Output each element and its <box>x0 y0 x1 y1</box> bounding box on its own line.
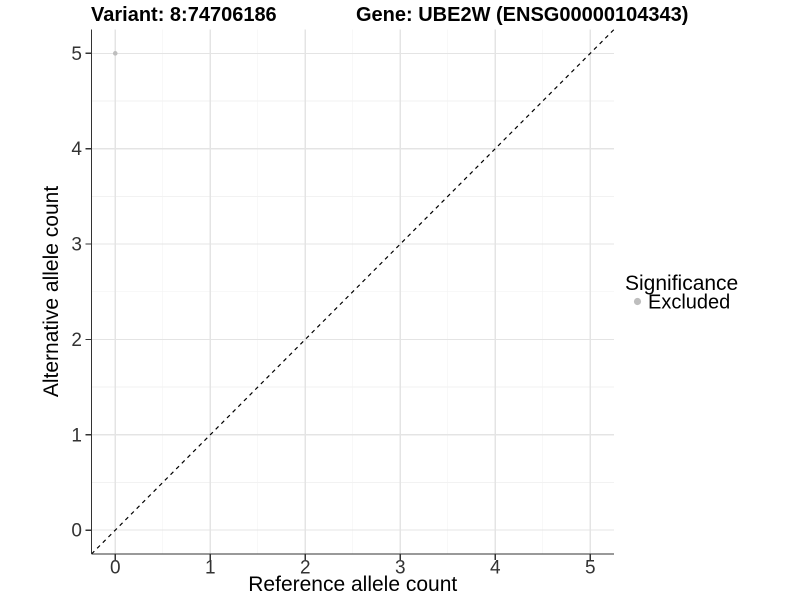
x-tick-label: 2 <box>300 558 311 579</box>
plot-title-variant: Variant: 8:74706186 <box>91 4 277 26</box>
y-tick-label: 0 <box>71 521 82 542</box>
x-tick-label: 3 <box>395 558 406 579</box>
major-gridlines <box>91 29 614 554</box>
plot-title-gene: Gene: UBE2W (ENSG00000104343) <box>356 4 688 26</box>
x-axis-title: Reference allele count <box>248 573 457 596</box>
y-tick-label: 4 <box>71 139 82 160</box>
legend-title: Significance <box>625 272 738 295</box>
legend-key-excluded-dot-icon <box>633 297 642 306</box>
y-tick-label: 5 <box>71 44 82 65</box>
axes: 0 1 2 3 4 5 0 1 2 3 4 5 <box>71 29 614 579</box>
x-tick-label: 5 <box>585 558 596 579</box>
data-points <box>112 51 118 56</box>
y-tick-label: 3 <box>71 235 82 256</box>
x-tick-label: 0 <box>110 558 121 579</box>
legend: Significance Excluded <box>625 272 738 314</box>
x-tick-label: 4 <box>490 558 501 579</box>
y-tick-label: 1 <box>71 425 82 446</box>
y-tick-label: 2 <box>71 330 82 351</box>
identity-dashed-line <box>91 29 615 555</box>
legend-label-excluded: Excluded <box>648 292 730 314</box>
data-point <box>112 51 118 56</box>
y-axis-title: Alternative allele count <box>40 186 63 397</box>
minor-gridlines <box>91 29 614 554</box>
identity-line <box>91 29 615 555</box>
x-tick-label: 1 <box>205 558 216 579</box>
